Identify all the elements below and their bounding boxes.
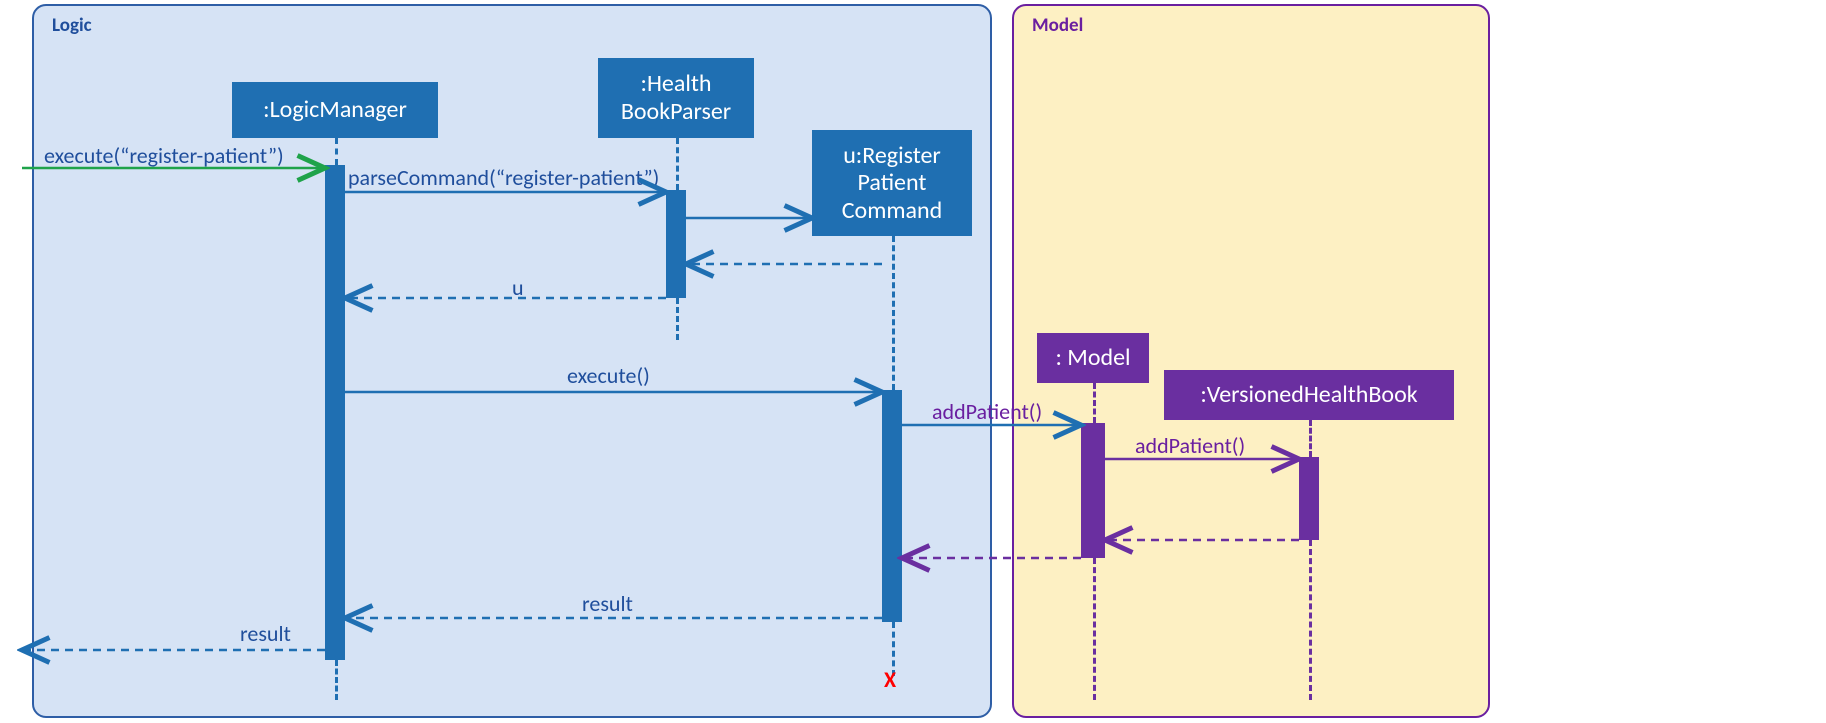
msg-return-result-1: result [582,590,633,617]
frame-logic-label: Logic [52,14,92,37]
lifeline-versioned-2 [1309,540,1312,700]
msg-parsecommand: parseCommand(“register-patient”) [348,164,659,191]
activation-model [1081,423,1105,558]
msg-addpatient-2: addPatient() [1135,432,1245,459]
activation-logicmanager [325,165,345,660]
msg-execute: execute() [567,362,650,389]
participant-registerpatientcommand: u:RegisterPatientCommand [812,130,972,236]
lifeline-versioned [1309,420,1312,457]
destroy-x-icon: X [884,666,896,693]
activation-registercmd [882,390,902,622]
lifeline-healthparser [676,138,679,190]
participant-versionedhealthbook: :VersionedHealthBook [1164,370,1454,420]
frame-logic: Logic [32,4,992,718]
activation-healthparser [666,190,686,298]
msg-addpatient-1: addPatient() [932,398,1042,425]
lifeline-logicmanager-tail [335,660,338,700]
participant-model: : Model [1037,333,1149,383]
lifeline-model-2 [1093,558,1096,700]
participant-healthbookparser: :HealthBookParser [598,58,754,138]
lifeline-healthparser-2 [676,298,679,340]
msg-return-result-2: result [240,620,291,647]
lifeline-logicmanager [335,138,338,165]
lifeline-registercmd [892,236,895,390]
frame-model-label: Model [1032,14,1083,37]
msg-return-u: u [512,274,524,301]
lifeline-model [1093,383,1096,423]
activation-versioned [1299,457,1319,540]
participant-logicmanager: :LogicManager [232,82,438,138]
msg-execute-register-patient: execute(“register-patient”) [44,142,284,169]
